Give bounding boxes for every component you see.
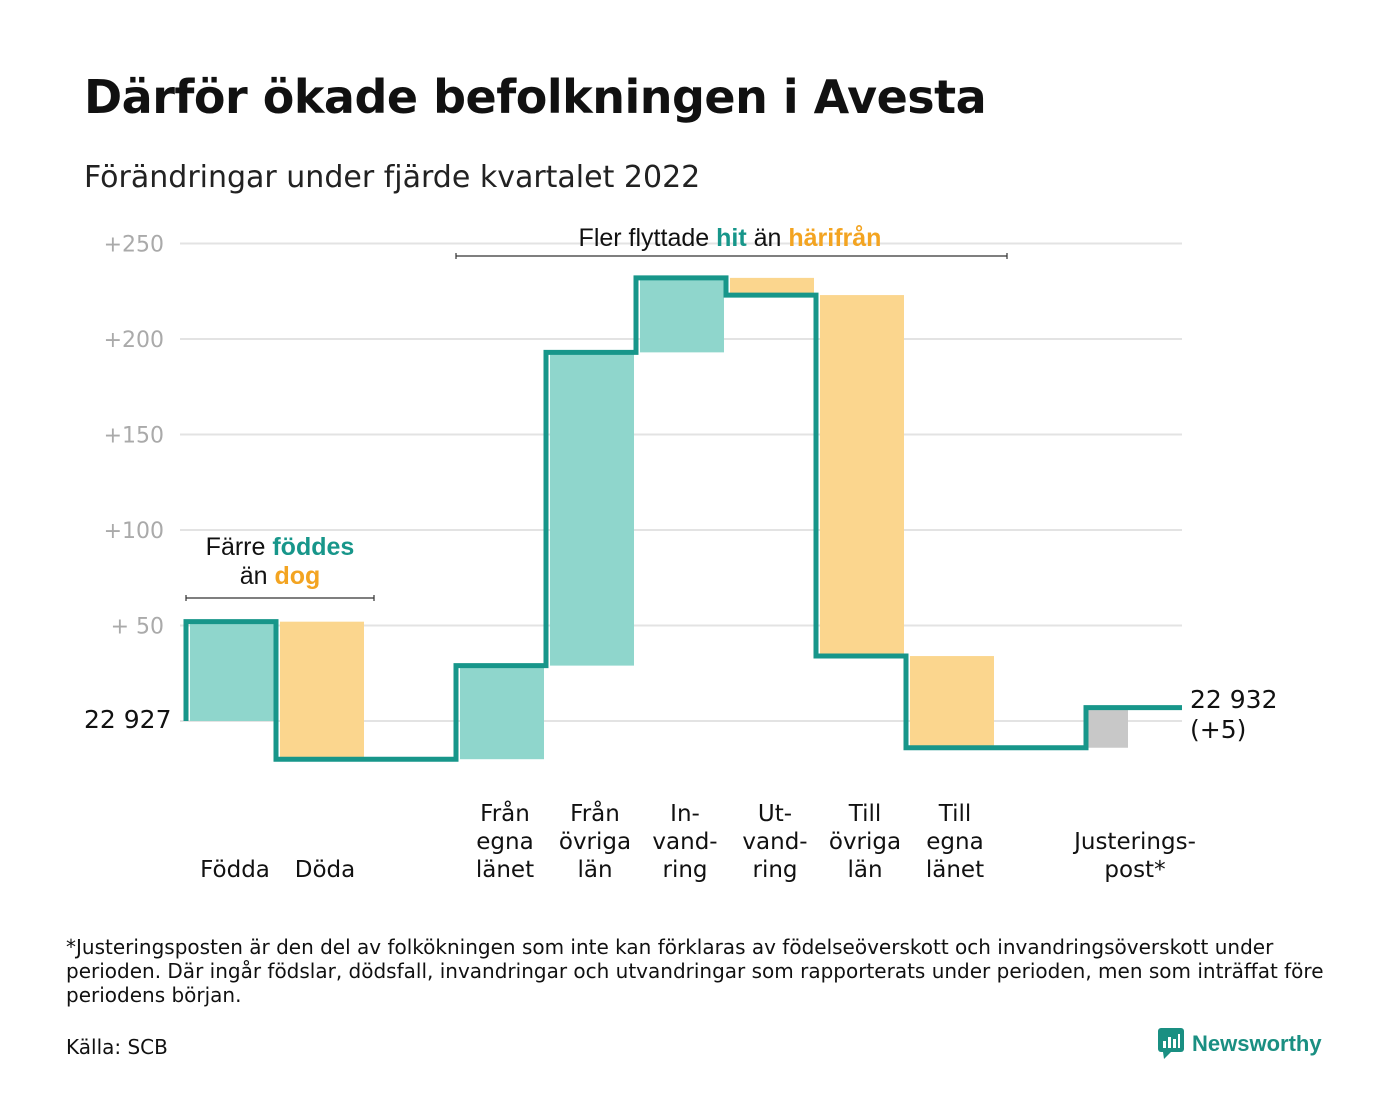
migration-annotation: Fler flyttade hit än härifrån	[455, 224, 1008, 259]
category-label: Till	[938, 801, 972, 827]
bar-decrease	[910, 656, 994, 748]
source-label: Källa: SCB	[66, 1035, 168, 1059]
migration-annotation-text: Fler flyttade hit än härifrån	[579, 224, 882, 252]
category-label: egna	[476, 829, 533, 855]
category-label: Ut-	[758, 801, 792, 827]
brand-logo: Newsworthy	[1158, 1028, 1322, 1060]
category-label: Till	[848, 801, 882, 827]
annotation-bracket	[185, 595, 375, 601]
category-labels: Födda DödaFrånegnalänetFrånövrigalänIn-va…	[200, 799, 1196, 883]
y-tick-label: +150	[104, 424, 164, 449]
annotation-line-2: än dog	[240, 562, 321, 590]
category-label: länet	[476, 857, 534, 883]
start-value-label: 22 927	[84, 705, 171, 734]
category-label: post*	[1104, 857, 1165, 883]
y-tick-label: +100	[104, 519, 164, 544]
category-label: län	[847, 857, 882, 883]
brand-name: Newsworthy	[1192, 1031, 1322, 1056]
end-value-label: 22 932	[1190, 685, 1277, 714]
y-tick-label: +250	[104, 233, 164, 258]
y-axis-ticks: +250 +200 +150 +100 + 50	[104, 233, 164, 640]
category-label: övriga	[829, 829, 901, 855]
y-tick-label: + 50	[111, 615, 164, 640]
bars	[190, 277, 1128, 760]
population-step-line	[183, 275, 1182, 762]
births-deaths-annotation: Färre föddes än dog	[185, 533, 375, 601]
bar-decrease	[280, 621, 364, 760]
y-tick-label: +200	[104, 328, 164, 353]
category-label: län	[577, 857, 612, 883]
chart-title: Därför ökade befolkningen i Avesta	[84, 70, 987, 124]
category-label: Döda	[295, 857, 355, 883]
annotation-line-1: Färre föddes	[206, 533, 355, 561]
bar-increase	[550, 352, 634, 666]
category-label: Justerings-	[1072, 829, 1196, 855]
end-change-label: (+5)	[1190, 715, 1246, 744]
category-label: Från	[570, 799, 620, 827]
waterfall-chart: +250+200+150+100+ 50 Födda DödaFrånegnalä…	[84, 224, 1277, 883]
footnote: *Justeringsposten är den del av folkökni…	[66, 935, 1324, 1007]
bar-decrease	[820, 295, 904, 657]
bar-increase	[640, 277, 724, 353]
category-label: ring	[752, 857, 797, 883]
migration-bracket	[455, 253, 1008, 259]
chart-subtitle: Förändringar under fjärde kvartalet 2022	[84, 160, 701, 195]
category-label: In-	[670, 801, 700, 827]
category-label: Födda	[200, 857, 270, 883]
bar-adjustment	[1086, 707, 1128, 748]
category-label: Från	[480, 799, 530, 827]
bar-decrease	[730, 277, 814, 296]
category-label: ring	[662, 857, 707, 883]
newsworthy-logo-icon	[1158, 1028, 1184, 1059]
category-label: vand-	[742, 829, 807, 855]
bar-increase	[190, 621, 274, 721]
category-label: vand-	[652, 829, 717, 855]
bar-increase	[460, 665, 544, 760]
category-label: länet	[926, 857, 984, 883]
category-label: övriga	[559, 829, 631, 855]
category-label: egna	[926, 829, 983, 855]
